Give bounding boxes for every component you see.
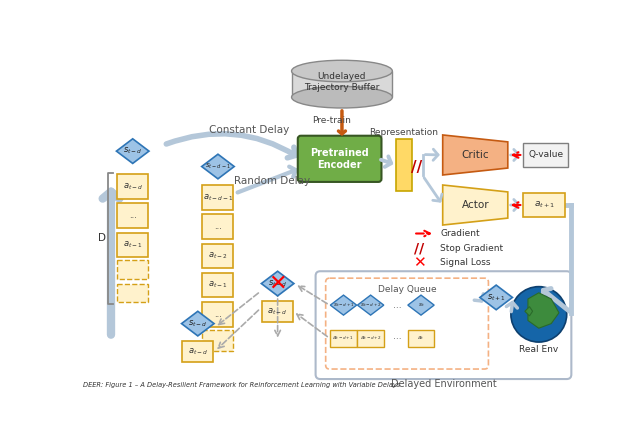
Bar — [358, 330, 384, 347]
Text: $a_t$: $a_t$ — [417, 334, 425, 342]
Text: ✕: ✕ — [413, 255, 426, 270]
Text: $a_{t+1}$: $a_{t+1}$ — [534, 200, 555, 210]
Text: $s_{t+1}$: $s_{t+1}$ — [486, 292, 506, 303]
Bar — [182, 340, 213, 362]
Bar — [202, 185, 234, 210]
Text: ...: ... — [214, 310, 222, 319]
Text: $a_{t-2}$: $a_{t-2}$ — [208, 251, 228, 261]
Polygon shape — [443, 185, 508, 225]
Bar — [117, 261, 148, 279]
Text: $a_{t-d+2}$: $a_{t-d+2}$ — [360, 334, 381, 342]
Polygon shape — [443, 135, 508, 175]
Bar — [524, 194, 565, 216]
Text: ✕: ✕ — [268, 274, 287, 293]
Text: Actor: Actor — [461, 200, 489, 210]
Polygon shape — [528, 293, 559, 328]
Ellipse shape — [292, 60, 392, 82]
Polygon shape — [261, 271, 294, 296]
FancyBboxPatch shape — [298, 136, 381, 182]
Bar — [117, 283, 148, 302]
Text: Representation: Representation — [369, 128, 438, 137]
Polygon shape — [525, 307, 532, 316]
Bar — [292, 71, 392, 97]
Text: $a_{t-1}$: $a_{t-1}$ — [123, 240, 143, 250]
Text: D: D — [99, 233, 106, 243]
Text: $a_{t-d}$: $a_{t-d}$ — [268, 306, 288, 317]
Bar — [202, 214, 234, 239]
Polygon shape — [408, 295, 434, 315]
Polygon shape — [330, 295, 356, 315]
Bar — [262, 300, 293, 322]
Text: Signal Loss: Signal Loss — [440, 258, 491, 267]
Text: $s_t$: $s_t$ — [417, 301, 424, 309]
Text: //: // — [411, 160, 422, 175]
Text: $s_{t-d+2}$: $s_{t-d+2}$ — [360, 301, 381, 309]
Text: Pre-train: Pre-train — [312, 116, 351, 125]
Text: //: // — [414, 241, 424, 255]
Polygon shape — [182, 311, 214, 336]
Text: ...: ... — [394, 332, 402, 341]
Text: $s_{t-d}$: $s_{t-d}$ — [188, 318, 207, 329]
Bar — [330, 330, 356, 347]
Text: $s_{t-d}$: $s_{t-d}$ — [268, 278, 287, 289]
Text: $s_{t-d-1}$: $s_{t-d-1}$ — [205, 162, 231, 171]
Bar — [117, 204, 148, 228]
Text: $a_{t-d}$: $a_{t-d}$ — [122, 181, 143, 192]
Bar — [117, 174, 148, 199]
Text: $a_{t-d}$: $a_{t-d}$ — [188, 346, 208, 357]
Text: Gradient: Gradient — [440, 229, 480, 238]
Text: $a_{t-d-1}$: $a_{t-d-1}$ — [203, 192, 234, 202]
Bar — [117, 233, 148, 258]
Bar — [524, 143, 568, 166]
Text: $s_{t-d}$: $s_{t-d}$ — [123, 146, 143, 156]
Polygon shape — [116, 139, 149, 163]
Polygon shape — [480, 285, 513, 310]
Ellipse shape — [292, 86, 392, 108]
Bar — [396, 139, 412, 191]
Text: Random Delay: Random Delay — [234, 176, 310, 186]
Bar — [408, 330, 434, 347]
Bar — [202, 330, 234, 351]
Text: Delay Queue: Delay Queue — [378, 285, 436, 294]
Circle shape — [511, 286, 566, 342]
Text: Real Env: Real Env — [519, 345, 559, 354]
Text: $s_{t-d+1}$: $s_{t-d+1}$ — [333, 301, 355, 309]
Text: Stop Gradient: Stop Gradient — [440, 244, 504, 253]
Text: Constant Delay: Constant Delay — [209, 124, 289, 134]
Text: ...: ... — [214, 222, 222, 231]
Text: $a_{t-d+1}$: $a_{t-d+1}$ — [332, 334, 355, 342]
Bar — [202, 302, 234, 327]
Text: Critic: Critic — [461, 150, 489, 160]
Text: ...: ... — [394, 300, 402, 310]
Polygon shape — [202, 154, 234, 179]
Polygon shape — [358, 295, 384, 315]
Text: Q-value: Q-value — [528, 151, 563, 159]
Text: Undelayed
Trajectory Buffer: Undelayed Trajectory Buffer — [304, 72, 380, 92]
Text: Delayed Environment: Delayed Environment — [390, 379, 497, 389]
Text: $a_{t-1}$: $a_{t-1}$ — [208, 280, 228, 290]
Text: Pretrained
Encoder: Pretrained Encoder — [310, 148, 369, 170]
Text: DEER: Figure 1 – A Delay-Resilient Framework for Reinforcement Learning with Var: DEER: Figure 1 – A Delay-Resilient Frame… — [83, 382, 401, 388]
Text: ...: ... — [129, 211, 136, 220]
Bar — [202, 273, 234, 297]
Bar — [202, 244, 234, 268]
